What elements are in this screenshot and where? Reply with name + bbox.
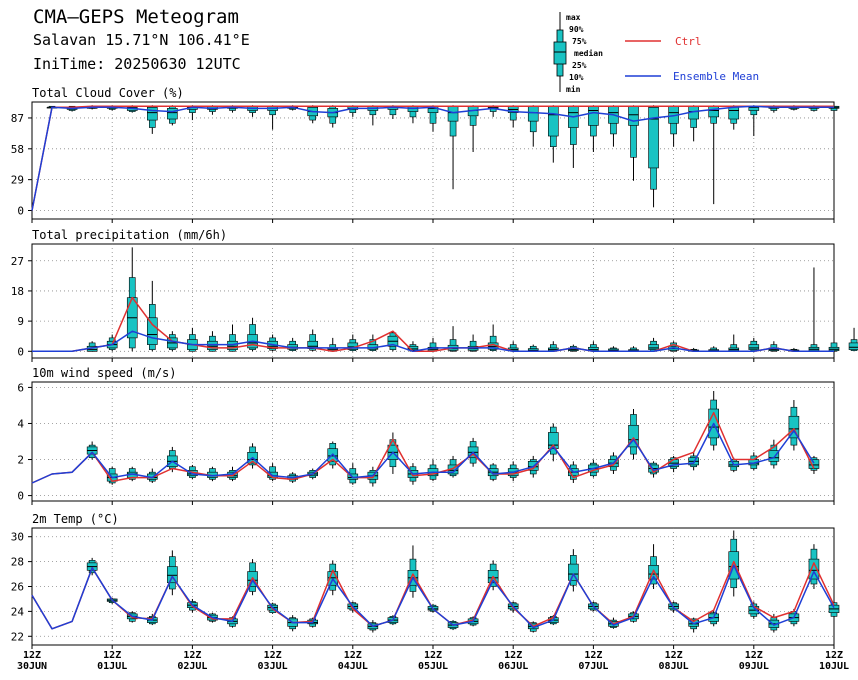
- x-tick-label-date: 08JUL: [659, 661, 689, 672]
- box-p25-p75: [207, 340, 218, 350]
- panel-2: 10m wind speed (m/s) 0 2 4 6: [17, 366, 835, 505]
- y-tick-label: 87: [11, 112, 24, 125]
- x-tick-label-date: 09JUL: [739, 661, 769, 672]
- meteogram-title: CMA—GEPS Meteogram: [33, 6, 239, 28]
- ctrl-line: [31, 411, 815, 484]
- x-tick-label-date: 07JUL: [578, 661, 608, 672]
- panel-title: Total Cloud Cover (%): [32, 86, 184, 100]
- box-p25-p75: [227, 340, 238, 350]
- box-p25-p75: [167, 108, 178, 120]
- x-tick-label-date: 03JUL: [258, 661, 288, 672]
- x-tick-label-hour: 12Z: [745, 650, 763, 661]
- legend-label-p25: 25%: [572, 61, 587, 70]
- y-tick-label: 0: [17, 345, 24, 358]
- box-p25-p75: [848, 342, 858, 350]
- y-tick-label: 18: [11, 285, 24, 298]
- x-tick-label-date: 01JUL: [97, 661, 127, 672]
- legend-label-p75: 75%: [572, 37, 587, 46]
- ensemble-mean-line: [31, 105, 834, 211]
- box-p25-p75: [648, 344, 659, 350]
- box-legend: max 90% 75% median 25% 10% min: [553, 12, 603, 94]
- box-p25-p75: [748, 344, 760, 350]
- ensemble-mean-line: [31, 422, 815, 484]
- x-tick-label-date: 06JUL: [498, 661, 528, 672]
- panel-1: Total precipitation (mm/6h) 0 9 18 27: [11, 228, 858, 362]
- x-tick-label-date: 10JUL: [819, 661, 849, 672]
- x-tick-label-hour: 12Z: [264, 650, 282, 661]
- y-tick-label: 58: [11, 143, 24, 156]
- x-tick-label-hour: 12Z: [424, 650, 442, 661]
- y-tick-label: 30: [11, 531, 24, 544]
- box-p25-p75: [147, 107, 158, 121]
- legend-label-p10: 10%: [569, 73, 584, 82]
- panel-title: 10m wind speed (m/s): [32, 366, 177, 380]
- y-tick-label: 0: [17, 204, 24, 217]
- legend-ctrl-label: Ctrl: [675, 35, 702, 48]
- y-tick-label: 28: [11, 556, 24, 569]
- box-p25-p75: [768, 450, 780, 462]
- legend-label-p90: 90%: [569, 25, 584, 34]
- panel-0: Total Cloud Cover (%) 0 29 58 87: [11, 86, 840, 223]
- x-tick-label-hour: 12Z: [344, 650, 362, 661]
- box-p25-p75: [527, 105, 539, 122]
- box-p25-p75: [588, 105, 599, 126]
- box-p25-p75: [788, 415, 800, 439]
- box-p25-p75: [568, 563, 579, 581]
- x-tick-label-date: 30JUN: [17, 661, 47, 672]
- x-tick-label-hour: 12Z: [183, 650, 201, 661]
- box-p25-p75: [547, 105, 559, 137]
- y-tick-label: 27: [11, 255, 24, 268]
- box-p25-p75: [447, 105, 459, 122]
- y-tick-label: 6: [17, 381, 24, 394]
- legend-inner-box: [553, 41, 567, 65]
- box-p25-p75: [547, 432, 559, 450]
- y-tick-label: 26: [11, 581, 24, 594]
- panel-title: Total precipitation (mm/6h): [32, 228, 227, 242]
- y-tick-label: 0: [17, 490, 24, 503]
- box-p25-p75: [708, 105, 720, 118]
- legend-label-median: median: [574, 48, 603, 58]
- box-p25-p75: [147, 317, 158, 345]
- box-p25-p75: [648, 107, 659, 169]
- panel-3: 2m Temp (°C) 22 24 26 28 30: [11, 512, 840, 649]
- x-tick-label-date: 04JUL: [338, 661, 368, 672]
- ensemble-mean-line: [32, 330, 834, 353]
- init-time-label: IniTime: 20250630 12UTC: [33, 55, 241, 73]
- y-tick-label: 4: [17, 417, 24, 430]
- x-tick-label-date: 02JUL: [177, 661, 207, 672]
- y-tick-label: 2: [17, 454, 24, 467]
- x-tick-label-hour: 12Z: [103, 650, 121, 661]
- ensemble-mean-line: [31, 564, 835, 630]
- location-label: Salavan 15.71°N 106.41°E: [33, 31, 250, 49]
- box-p25-p75: [808, 558, 820, 580]
- legend-label-min: min: [566, 84, 581, 94]
- x-tick-label-hour: 12Z: [23, 650, 41, 661]
- y-tick-label: 22: [11, 630, 24, 643]
- y-tick-label: 29: [11, 174, 24, 187]
- box-p25-p75: [628, 105, 639, 126]
- legend-label-max: max: [566, 13, 581, 22]
- box-p25-p75: [167, 566, 178, 584]
- panel-title: 2m Temp (°C): [32, 512, 119, 526]
- box-p25-p75: [628, 424, 639, 448]
- box-p25-p75: [808, 459, 820, 469]
- x-tick-label-hour: 12Z: [584, 650, 602, 661]
- line-legend: Ctrl Ensemble Mean: [625, 35, 759, 83]
- x-tick-label-date: 05JUL: [418, 661, 448, 672]
- ctrl-line: [31, 105, 834, 211]
- x-tick-label-hour: 12Z: [825, 650, 843, 661]
- y-tick-label: 9: [17, 315, 24, 328]
- x-tick-label-hour: 12Z: [504, 650, 522, 661]
- legend-mean-label: Ensemble Mean: [673, 70, 759, 83]
- y-tick-label: 24: [11, 605, 25, 618]
- x-tick-label-hour: 12Z: [665, 650, 683, 661]
